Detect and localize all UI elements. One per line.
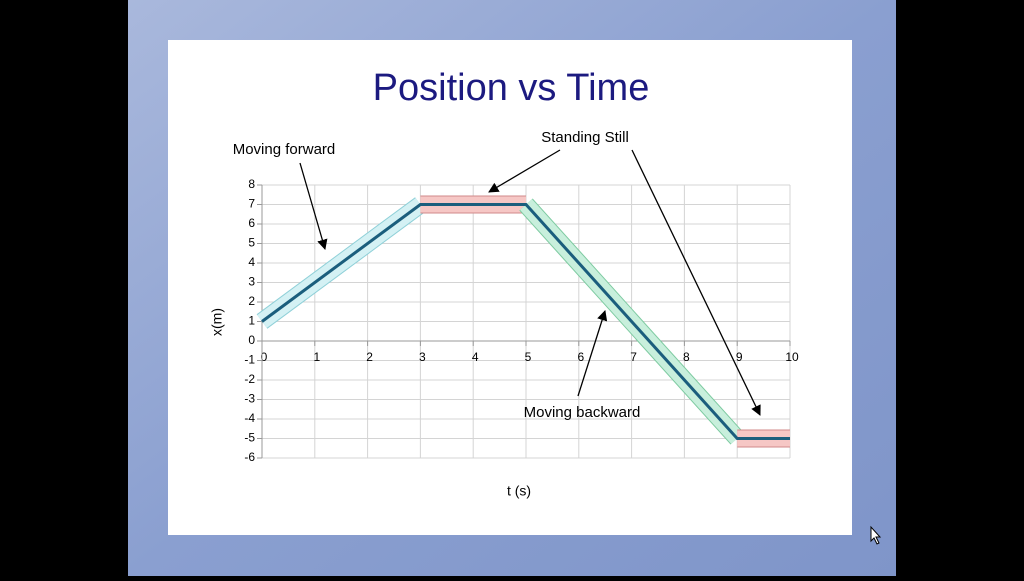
x-tick-label: 6 [577, 350, 584, 364]
y-tick-label: 8 [248, 177, 255, 191]
y-tick-label: 0 [248, 333, 255, 347]
y-tick-label: 2 [248, 294, 255, 308]
y-tick-label: 1 [248, 314, 255, 328]
y-tick-label: -5 [244, 431, 255, 445]
x-tick-label: 0 [261, 350, 268, 364]
x-tick-label: 10 [785, 350, 799, 364]
plot: -6 -5 -4 -3 -2 -1 0 1 2 3 4 5 6 7 8 0 1 2 3 4 5 6 7 8 9 10 [244, 177, 799, 464]
annotation: Moving forward [233, 141, 336, 158]
x-tick-label: 1 [313, 350, 320, 364]
annotation-arrow [631, 149, 761, 416]
y-tick-label: -6 [244, 450, 255, 464]
x-tick-label: 9 [736, 350, 743, 364]
x-tick-label: 3 [419, 350, 426, 364]
annotation: Moving backward [524, 404, 641, 421]
x-tick-label: 7 [630, 350, 637, 364]
y-axis-label: x(m) [209, 308, 225, 336]
x-tick-label: 8 [683, 350, 690, 364]
y-tick-label: 3 [248, 275, 255, 289]
annotation-arrow [299, 162, 328, 250]
data-line [261, 203, 790, 440]
chart-title: Position vs Time [373, 67, 650, 109]
annotation-arrow [488, 149, 561, 193]
slide-panel [168, 40, 852, 535]
mouse-cursor [870, 525, 882, 545]
annotation: Standing Still [541, 129, 629, 146]
x-axis-label: t (s) [507, 483, 531, 499]
y-tick-label: 7 [248, 197, 255, 211]
y-tick-label: -4 [244, 411, 255, 425]
annotation-arrow [577, 310, 608, 397]
y-tick-label: -3 [244, 392, 255, 406]
y-tick-label: 4 [248, 255, 255, 269]
y-tick-label: 6 [248, 216, 255, 230]
y-tick-label: -2 [244, 372, 255, 386]
x-tick-label: 2 [366, 350, 373, 364]
y-tick-label: 5 [248, 236, 255, 250]
x-tick-label: 4 [472, 350, 479, 364]
y-tick-label: -1 [244, 353, 255, 367]
x-tick-label: 5 [525, 350, 532, 364]
